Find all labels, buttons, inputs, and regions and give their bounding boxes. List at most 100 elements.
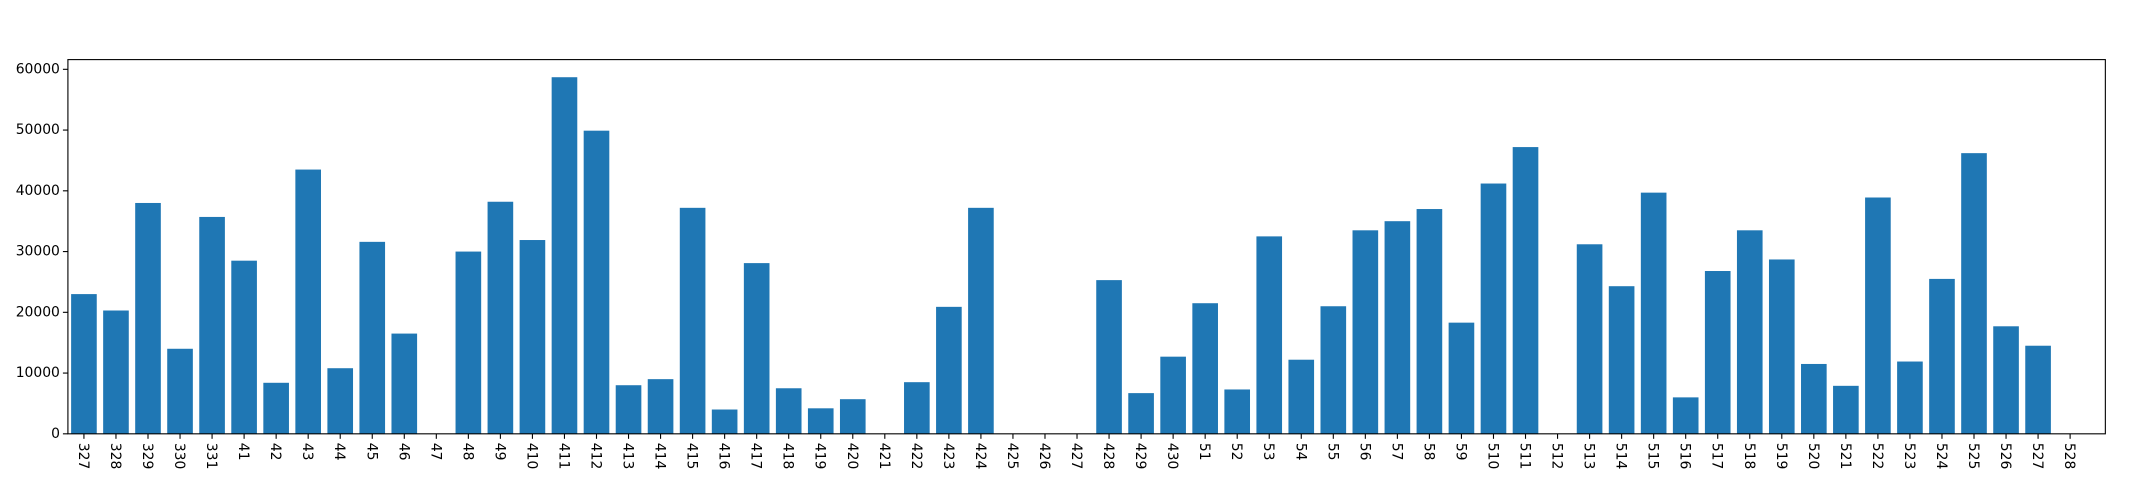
x-tick-label: 423	[940, 443, 956, 470]
bar-58	[1416, 209, 1443, 434]
bar-49	[487, 201, 514, 434]
x-tick-label: 520	[1805, 443, 1821, 470]
plot-frame	[67, 59, 2106, 435]
bar-430	[1160, 356, 1186, 434]
bar-329	[135, 202, 161, 434]
x-tick-label: 417	[748, 443, 764, 470]
bar-522	[1865, 197, 1891, 434]
bar-331	[199, 216, 225, 434]
x-tick-label: 329	[139, 443, 155, 470]
bar-417	[743, 263, 770, 434]
bar-416	[711, 409, 738, 434]
x-tick-label: 49	[491, 443, 507, 461]
bar-330	[167, 348, 193, 434]
x-tick-label: 516	[1677, 443, 1693, 470]
y-tick-label: 30000	[16, 244, 60, 260]
x-tick-label: 421	[876, 443, 892, 470]
x-tick-label: 56	[1356, 443, 1372, 461]
x-tick-label: 411	[555, 443, 571, 470]
bar-424	[968, 207, 994, 434]
x-tick-label: 426	[1036, 443, 1052, 470]
bar-44	[327, 368, 354, 434]
bar-526	[1993, 326, 2019, 434]
x-tick-label: 44	[331, 443, 347, 461]
x-tick-label: 47	[427, 443, 443, 461]
bar-510	[1480, 183, 1507, 434]
x-tick-label: 422	[908, 443, 924, 470]
x-tick-label: 515	[1645, 443, 1661, 470]
x-axis: 327 328 329 330 331 41 42 43 44 45 46 47 48 49 410 411 4…	[75, 433, 2077, 470]
bar-42	[263, 382, 289, 434]
x-tick-label: 53	[1260, 443, 1276, 461]
bar-521	[1833, 385, 1859, 434]
x-tick-label: 519	[1773, 443, 1789, 470]
bar-517	[1704, 271, 1731, 434]
x-tick-label: 518	[1741, 443, 1757, 470]
bar-415	[679, 207, 706, 434]
x-tick-label: 46	[395, 443, 411, 461]
x-tick-label: 428	[1100, 443, 1116, 470]
bar-420	[839, 399, 866, 434]
bar-419	[807, 408, 834, 434]
bar-48	[455, 251, 482, 434]
x-tick-label: 59	[1452, 443, 1468, 461]
x-tick-label: 420	[844, 443, 860, 470]
bar-418	[775, 388, 802, 434]
bar-413	[615, 385, 642, 434]
x-tick-label: 43	[299, 443, 315, 461]
bar-414	[647, 379, 674, 434]
x-tick-label: 513	[1581, 443, 1597, 470]
x-tick-label: 523	[1901, 443, 1917, 470]
x-tick-label: 514	[1613, 443, 1629, 470]
x-tick-label: 427	[1068, 443, 1084, 470]
y-axis: 0 10000 20000 30000 40000 50000 60000	[16, 61, 68, 442]
x-tick-label: 48	[459, 443, 475, 461]
x-tick-label: 410	[523, 443, 539, 470]
bar-57	[1384, 221, 1411, 434]
bar-41	[231, 260, 257, 434]
y-tick-label: 50000	[16, 122, 60, 138]
x-tick-label: 328	[107, 443, 123, 470]
bar-423	[936, 306, 962, 434]
bar-520	[1801, 363, 1827, 434]
bar-511	[1512, 147, 1539, 434]
bar-514	[1608, 286, 1635, 434]
bar-54	[1288, 359, 1315, 434]
x-tick-label: 414	[652, 443, 668, 470]
x-tick-label: 51	[1196, 443, 1212, 461]
bar-410	[519, 240, 546, 434]
bar-428	[1096, 280, 1122, 434]
x-tick-label: 419	[812, 443, 828, 470]
bar-516	[1672, 397, 1699, 434]
y-tick-label: 20000	[16, 304, 60, 320]
x-tick-label: 430	[1164, 443, 1180, 470]
bar-327	[71, 294, 97, 434]
y-tick-label: 40000	[16, 183, 60, 199]
bar-55	[1320, 306, 1347, 434]
x-tick-label: 327	[75, 443, 91, 470]
x-tick-label: 524	[1933, 443, 1949, 470]
bar-328	[103, 310, 129, 434]
bar-411	[551, 77, 578, 434]
x-tick-label: 525	[1965, 443, 1981, 470]
x-tick-label: 415	[684, 443, 700, 470]
x-tick-label: 413	[620, 443, 636, 470]
bar-527	[2025, 345, 2051, 434]
bar-524	[1929, 278, 1955, 434]
x-tick-label: 517	[1709, 443, 1725, 470]
x-tick-label: 527	[2029, 443, 2045, 470]
x-tick-label: 425	[1004, 443, 1020, 470]
bar-515	[1640, 192, 1667, 434]
bar-429	[1128, 393, 1154, 434]
y-tick-label: 0	[51, 426, 60, 442]
bar-59	[1448, 322, 1475, 434]
x-tick-label: 55	[1324, 443, 1340, 461]
bar-523	[1897, 361, 1923, 434]
bar-43	[295, 169, 321, 434]
bar-525	[1961, 153, 1987, 434]
bar-52	[1224, 389, 1251, 434]
x-tick-label: 418	[780, 443, 796, 470]
x-tick-label: 429	[1132, 443, 1148, 470]
x-tick-label: 522	[1869, 443, 1885, 470]
